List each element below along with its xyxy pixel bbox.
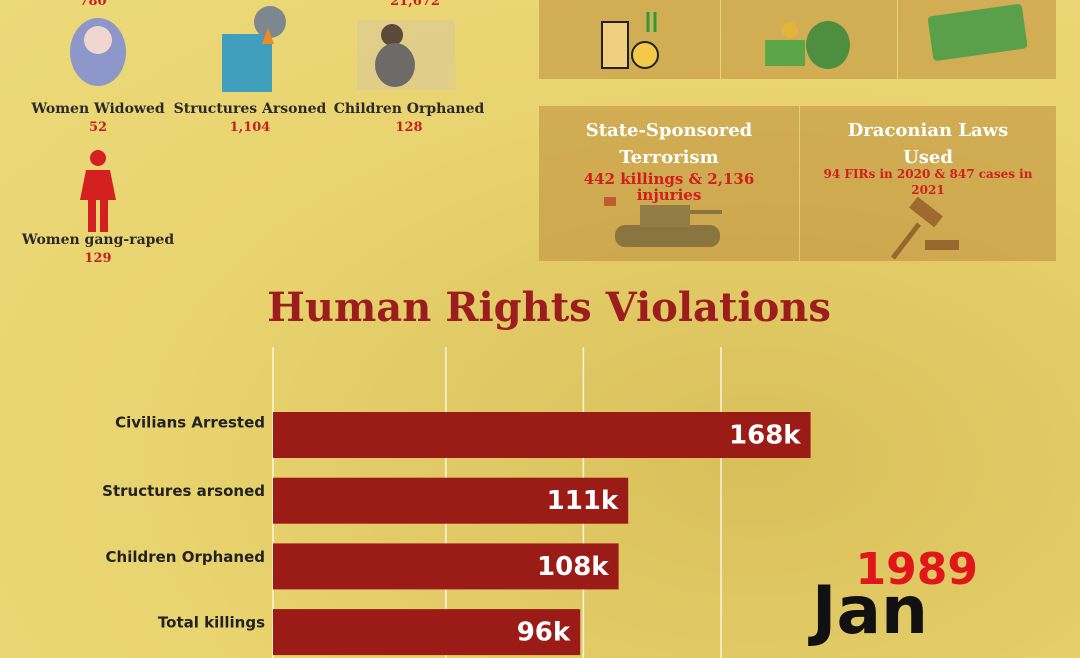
- panel: [539, 0, 720, 79]
- icon-money: [765, 21, 850, 69]
- stat-label: Women Widowed: [31, 101, 165, 117]
- box-detail: 442 killings & 2,136 injuries: [583, 170, 755, 204]
- icon-woman: [70, 18, 126, 86]
- box-title: State-Sponsored Terrorism: [585, 120, 753, 168]
- icon-child: [357, 20, 455, 90]
- icon-figure: [80, 150, 116, 232]
- panel: [539, 106, 799, 261]
- icon-cash: [927, 4, 1028, 61]
- chart-title: Human Rights Violations: [267, 284, 831, 331]
- stat-value: 129: [84, 251, 112, 266]
- value-label: 96k: [517, 618, 571, 648]
- value-label: 168k: [729, 421, 801, 451]
- value-label: 111k: [547, 486, 619, 516]
- box-title: Draconian Laws Used: [847, 120, 1009, 168]
- box-detail: 94 FIRs in 2020 & 847 cases in 2021: [823, 167, 1033, 197]
- category-label: Structures arsoned: [102, 482, 265, 500]
- bar: [273, 609, 581, 656]
- month: Jan: [808, 572, 928, 649]
- stat-label: Children Orphaned: [333, 101, 485, 117]
- year: 1989: [856, 544, 978, 595]
- panel: [800, 106, 1056, 261]
- stat-value: 1,104: [229, 120, 271, 135]
- bar: [273, 412, 811, 458]
- category-label: Total killings: [158, 614, 265, 632]
- stat-value: 21,672: [390, 0, 440, 9]
- icon-building: [222, 6, 286, 92]
- stat-label: Women gang-raped: [21, 232, 175, 248]
- bar: [273, 543, 619, 590]
- icon-coins: [601, 12, 659, 69]
- category-label: Civilians Arrested: [115, 414, 265, 432]
- stat-label: Structures Arsoned: [173, 101, 327, 117]
- stat-value: 52: [88, 120, 108, 135]
- category-label: Children Orphaned: [106, 548, 265, 566]
- bar: [273, 477, 629, 524]
- stat-value: 780: [79, 0, 107, 9]
- value-label: 108k: [537, 552, 609, 582]
- stat-value: 128: [395, 120, 423, 135]
